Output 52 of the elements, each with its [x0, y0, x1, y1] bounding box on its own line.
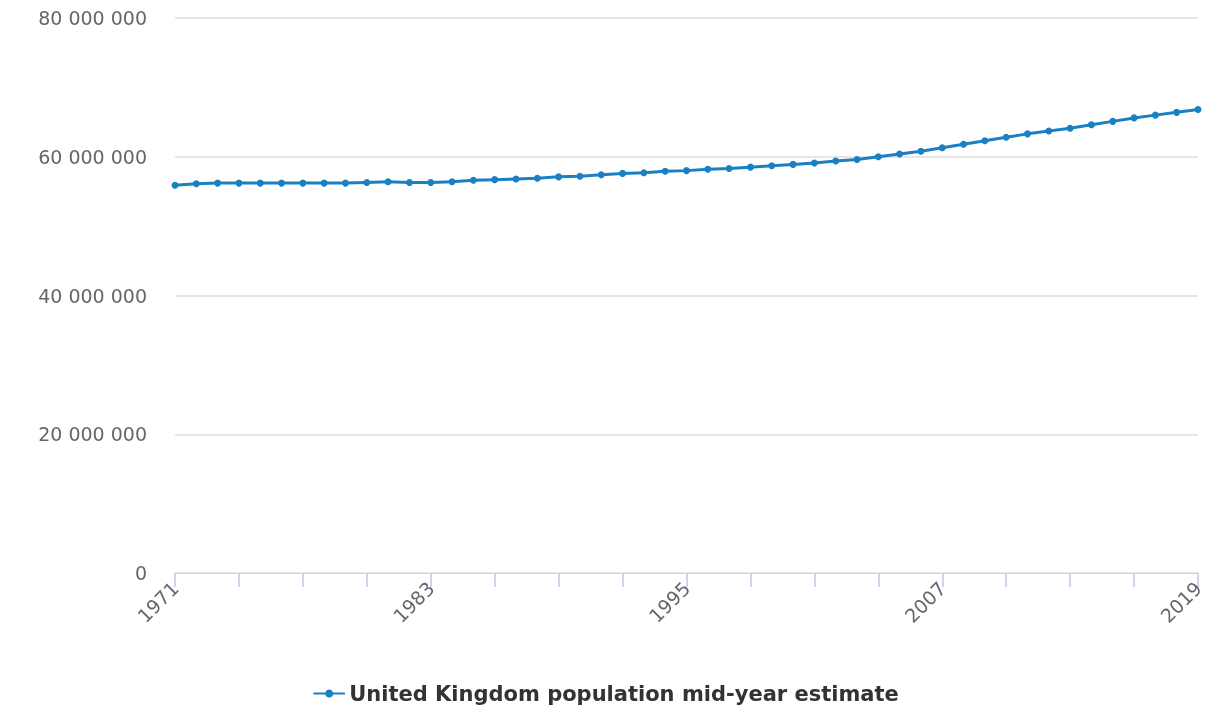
point — [384, 178, 392, 186]
point — [1066, 124, 1074, 132]
y-tick-label: 0 — [134, 562, 147, 584]
point — [1173, 108, 1181, 116]
point — [448, 178, 456, 186]
point — [832, 157, 840, 165]
point — [214, 179, 222, 187]
y-tick-label: 80 000 000 — [38, 7, 147, 29]
point — [192, 180, 200, 188]
point — [491, 176, 499, 184]
point — [896, 150, 904, 158]
point — [874, 153, 882, 161]
point — [1151, 111, 1159, 119]
point — [810, 159, 818, 167]
point — [853, 156, 861, 164]
point — [597, 171, 605, 179]
point — [299, 179, 307, 187]
point — [704, 165, 712, 173]
point — [938, 144, 946, 152]
y-tick-label: 60 000 000 — [38, 145, 147, 168]
point — [171, 181, 179, 189]
point — [640, 169, 648, 177]
point — [256, 179, 264, 187]
point — [363, 178, 371, 186]
legend-label: United Kingdom population mid-year estimate — [349, 681, 899, 706]
point — [725, 165, 733, 173]
point — [533, 174, 541, 182]
y-tick-label: 20 000 000 — [38, 423, 147, 446]
point — [789, 160, 797, 168]
point — [1087, 121, 1095, 129]
point — [981, 137, 989, 145]
point — [768, 162, 776, 170]
point — [960, 140, 968, 148]
point — [427, 178, 435, 186]
point — [278, 179, 286, 187]
point — [683, 167, 690, 175]
y-tick-label: 40 000 000 — [38, 284, 147, 307]
point — [320, 179, 328, 187]
point — [1002, 133, 1010, 141]
point — [1045, 127, 1053, 135]
point — [917, 147, 925, 155]
point — [342, 179, 349, 187]
point — [1194, 106, 1202, 114]
point — [555, 173, 563, 181]
point — [576, 172, 584, 180]
point — [619, 169, 627, 177]
point — [405, 178, 413, 186]
point — [746, 163, 754, 171]
point — [1024, 130, 1031, 138]
point — [661, 167, 669, 175]
point — [469, 176, 477, 184]
point — [1109, 117, 1117, 125]
